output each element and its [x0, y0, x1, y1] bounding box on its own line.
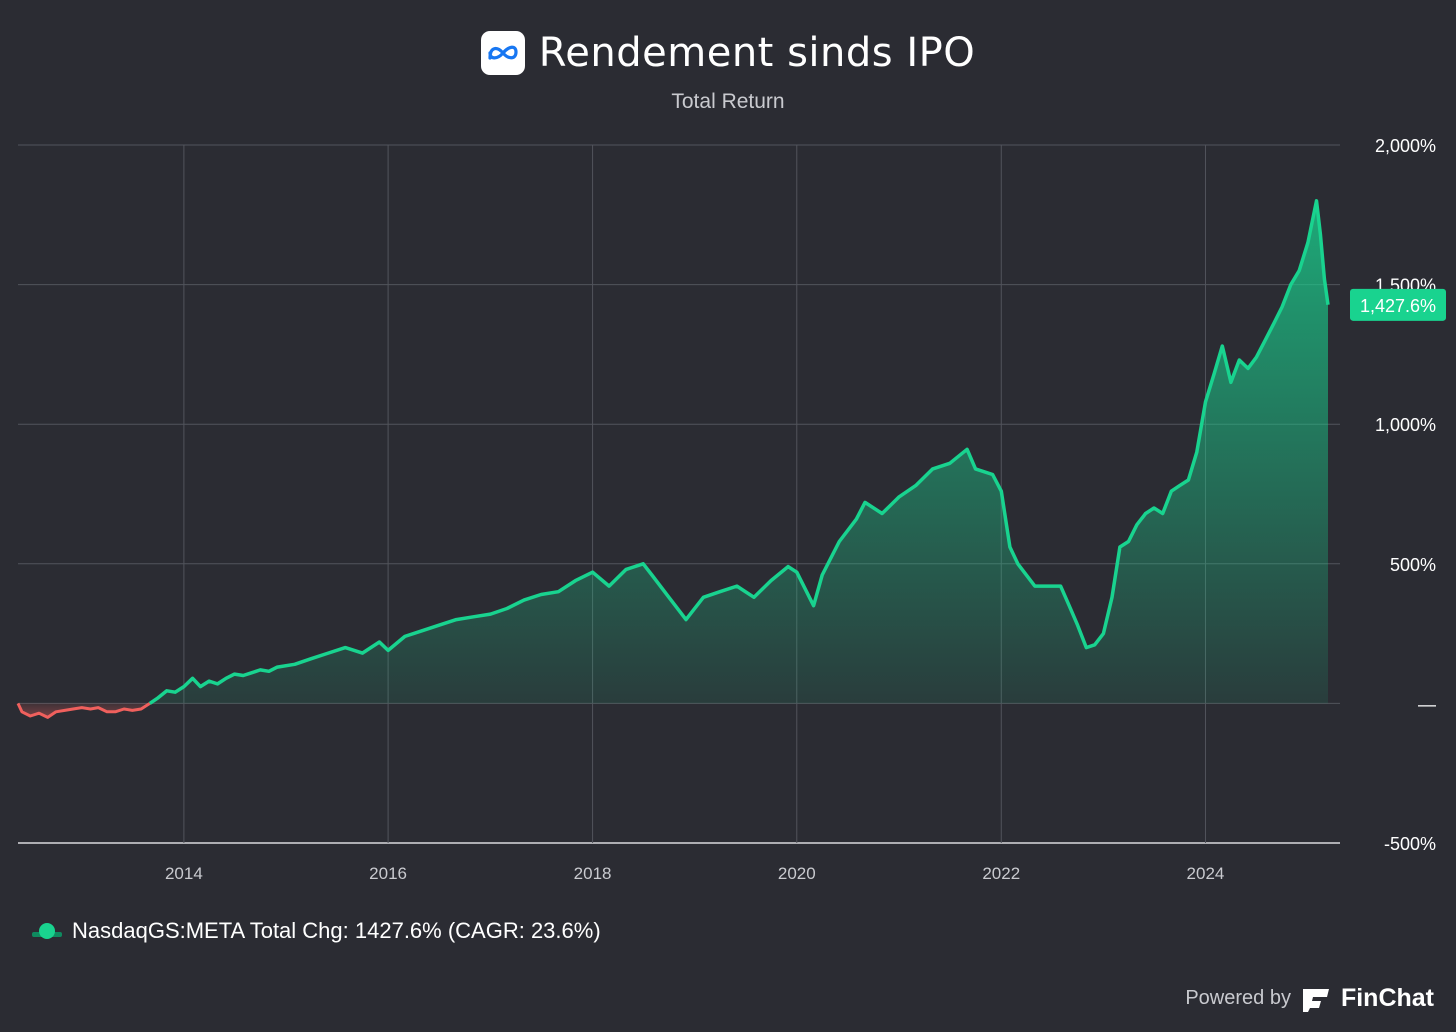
chart-legend[interactable]: NasdaqGS:META Total Chg: 1427.6% (CAGR: …	[32, 918, 601, 944]
y-tick-label: 500%	[1390, 555, 1436, 575]
last-value-label: 1,427.6%	[1360, 296, 1436, 316]
grid-lines	[18, 144, 1340, 844]
series-lines	[16, 199, 1330, 719]
negative-series-line	[16, 702, 151, 719]
chart-title: Rendement sinds IPO	[538, 30, 976, 76]
y-axis-ticks: 2,000%1,500%1,000%500%—-500%	[1375, 136, 1436, 854]
legend-marker-icon	[32, 923, 62, 939]
finchat-brand: FinChat	[1340, 984, 1434, 1012]
last-value-badge-group: 1,427.6%	[1350, 288, 1446, 321]
x-tick-label: 2020	[778, 864, 816, 883]
y-tick-label: —	[1418, 694, 1436, 714]
legend-label: NasdaqGS:META Total Chg: 1427.6% (CAGR: …	[72, 918, 601, 943]
x-tick-label: 2014	[165, 864, 203, 883]
x-tick-label: 2022	[982, 864, 1020, 883]
last-value-badge	[1350, 288, 1446, 321]
chart-header: Rendement sinds IPO Total Return	[0, 30, 1456, 114]
y-tick-label: -500%	[1384, 834, 1436, 854]
positive-area-fill	[149, 200, 1328, 704]
powered-by-text: Powered by	[1185, 987, 1291, 1009]
x-tick-label: 2018	[574, 864, 612, 883]
area-fills	[18, 200, 1328, 718]
positive-series-line	[148, 199, 1330, 705]
meta-logo-icon	[480, 31, 525, 75]
title-row: Rendement sinds IPO	[480, 30, 976, 76]
y-tick-label: 2,000%	[1375, 136, 1436, 156]
y-tick-label: 1,000%	[1375, 415, 1436, 435]
chart-subtitle: Total Return	[671, 90, 785, 113]
x-tick-label: 2024	[1187, 864, 1225, 883]
finchat-logo-icon	[1302, 988, 1329, 1012]
x-tick-label: 2016	[369, 864, 407, 883]
powered-by-footer: Powered by FinChat	[1185, 984, 1434, 1013]
x-axis-ticks: 2014 2016 2018 2020 2022 2024	[165, 864, 1224, 883]
